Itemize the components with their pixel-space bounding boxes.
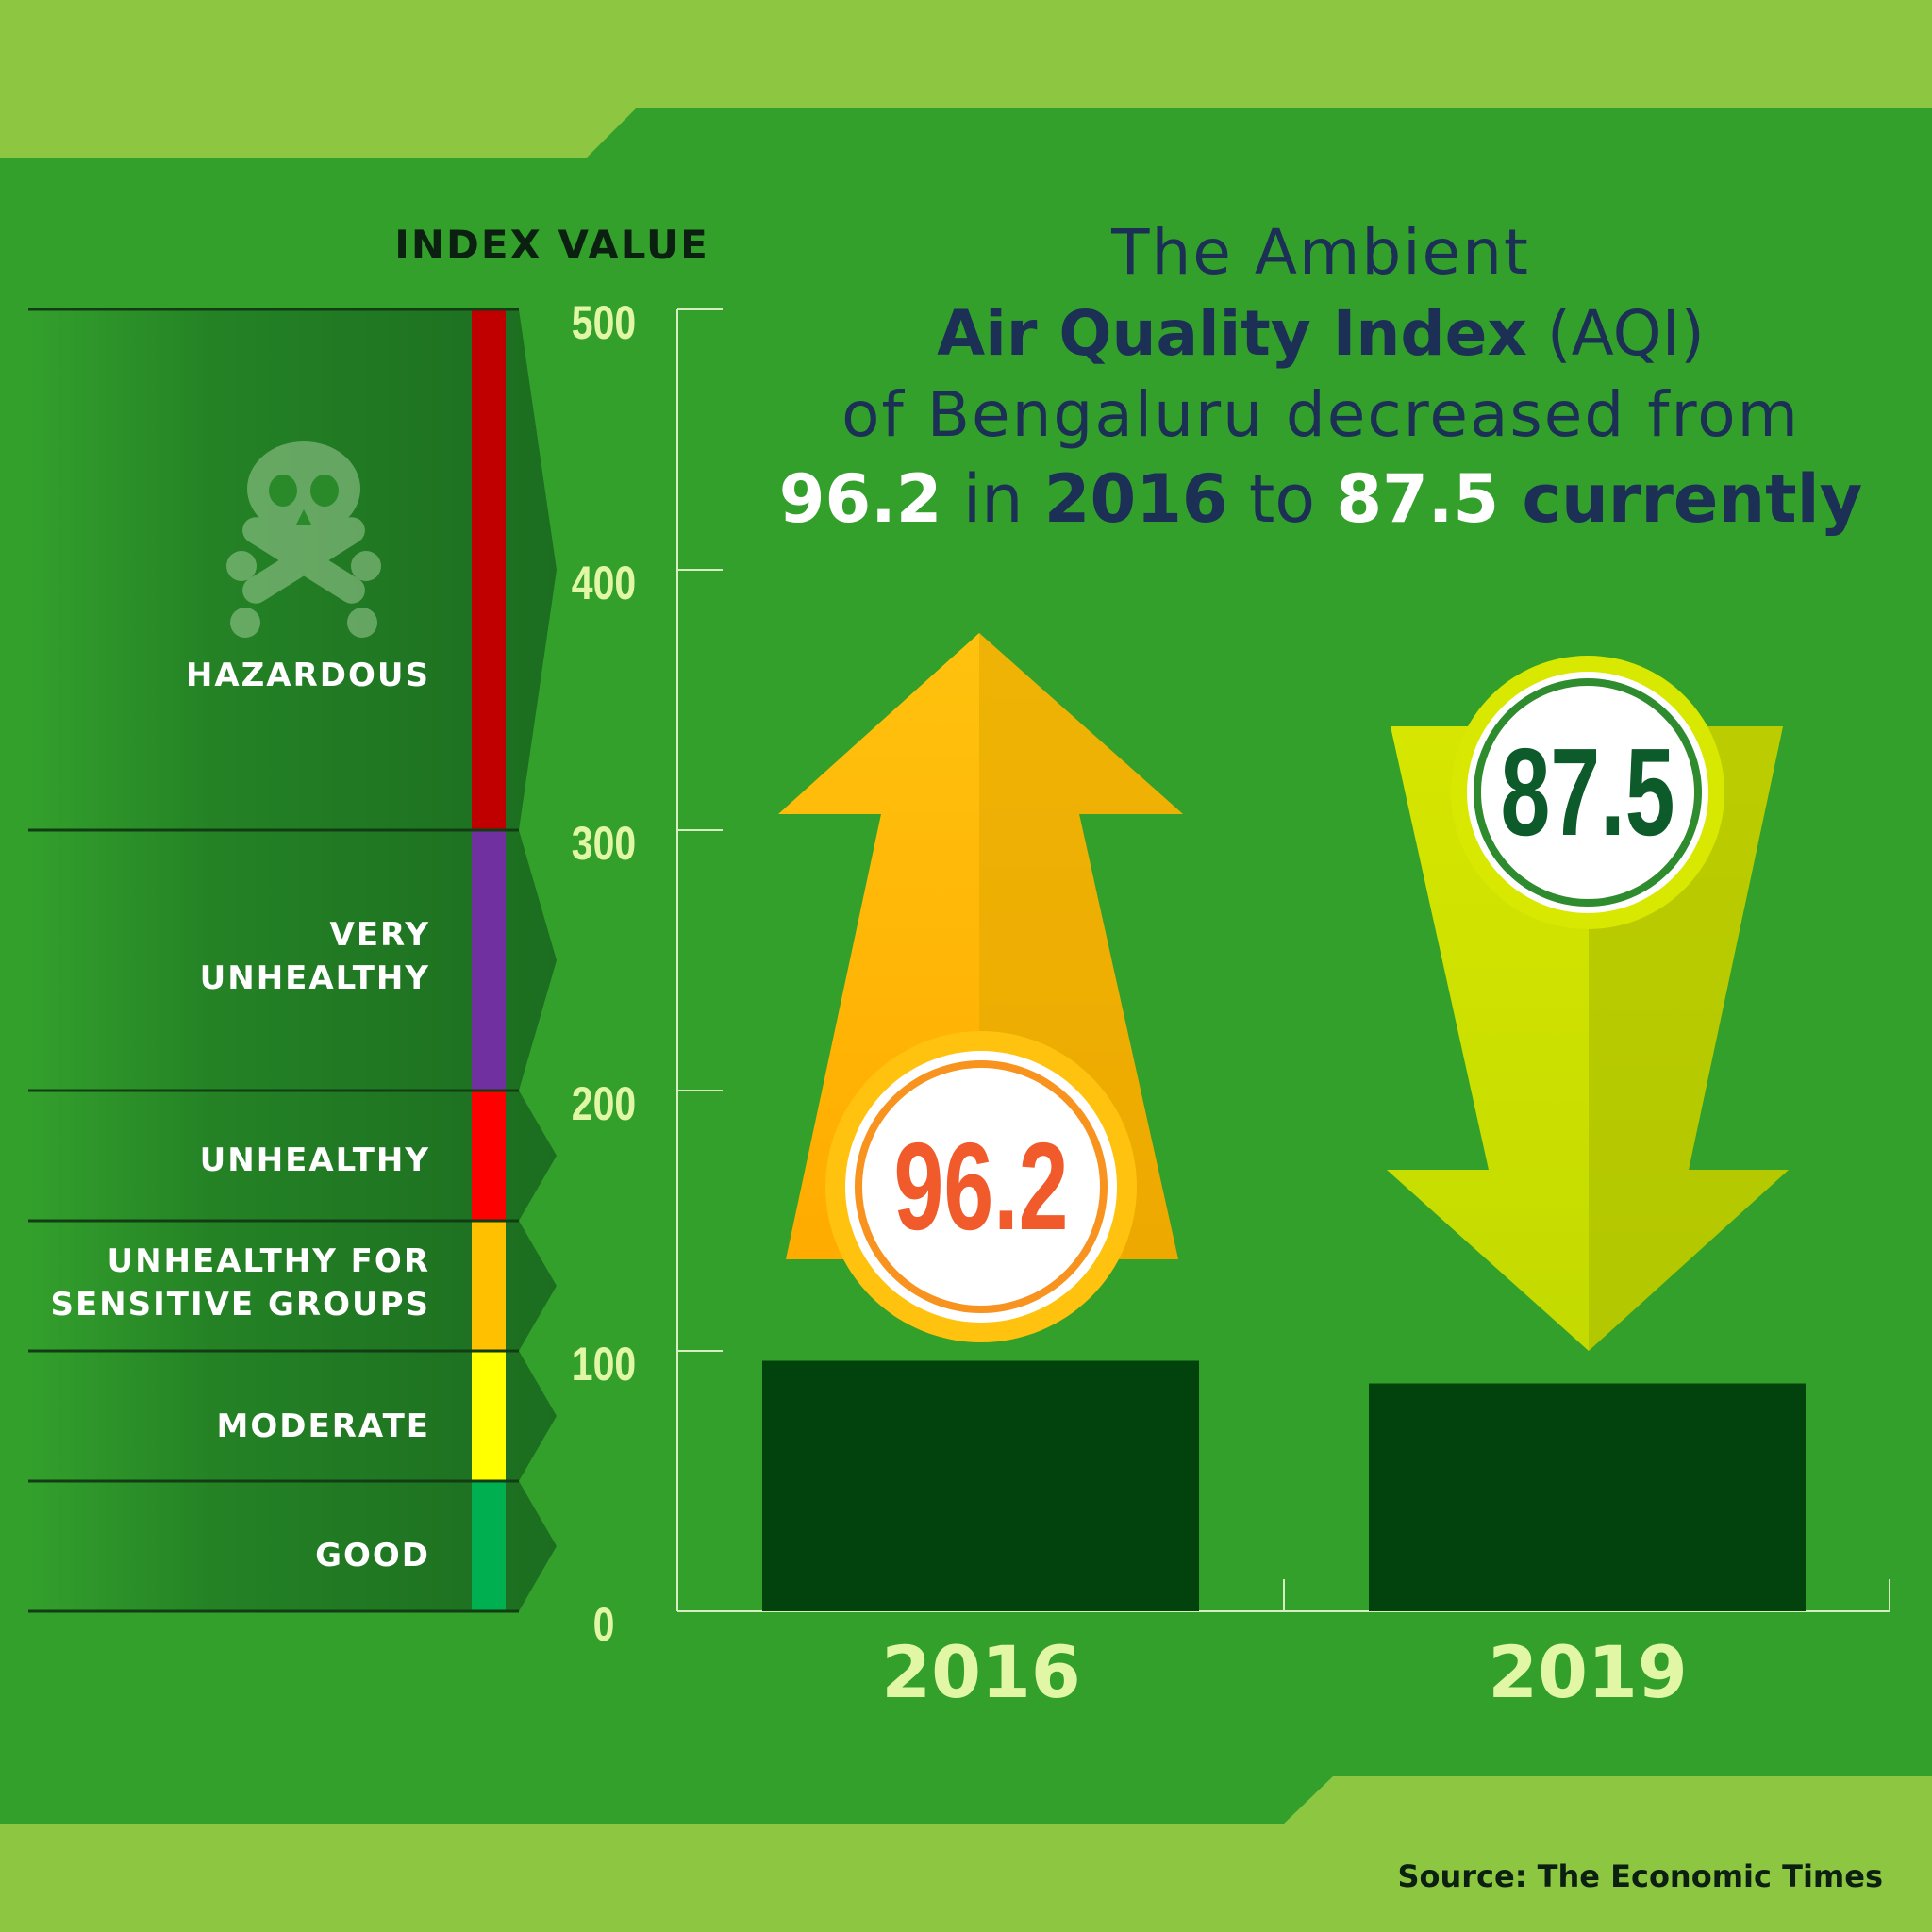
band-label-good: GOOD	[315, 1537, 430, 1574]
bar-2019	[1369, 1383, 1806, 1611]
band-3	[28, 1219, 557, 1351]
y-tick-label-100: 100	[571, 1338, 637, 1391]
title-value-current: 87.5	[1336, 460, 1500, 538]
title-aqi-bold: Air Quality Index	[937, 297, 1527, 370]
title-value-2016: 96.2	[778, 460, 942, 538]
title-aqi-abbr: (AQI)	[1526, 297, 1705, 370]
band-label-hazardous: HAZARDOUS	[185, 657, 430, 694]
band-0	[28, 308, 557, 830]
band-4	[28, 1349, 557, 1481]
band-color-swatch	[472, 1091, 506, 1221]
band-2	[28, 1089, 557, 1221]
source-credit: Source: The Economic Times	[1397, 1858, 1883, 1894]
bar-series	[762, 1360, 1806, 1611]
band-color-swatch	[472, 1481, 506, 1611]
band-5	[28, 1479, 557, 1613]
band-color-swatch	[472, 309, 506, 830]
band-label-very-unhealthy: VERY UNHEALTHY	[199, 916, 430, 997]
title-currently: currently	[1499, 460, 1863, 538]
data-label-2019: 87.5	[1500, 723, 1675, 861]
y-tick-label-300: 300	[571, 817, 637, 870]
skull-crossbones-icon	[226, 441, 381, 638]
value-circle-2016	[825, 1031, 1137, 1342]
band-label-moderate: MODERATE	[216, 1407, 430, 1445]
title-line-2: Air Quality Index (AQI)	[755, 293, 1887, 375]
y-tick-label-200: 200	[571, 1077, 637, 1130]
title-year: 2016	[1043, 460, 1228, 538]
index-value-heading: INDEX VALUE	[394, 222, 709, 268]
title-line-3: of Bengaluru decreased from	[841, 378, 1800, 451]
title-to: to	[1227, 460, 1337, 538]
x-tick-label-2019: 2019	[1488, 1630, 1688, 1714]
y-tick-label-400: 400	[571, 557, 637, 609]
y-tick-label-500: 500	[571, 296, 637, 349]
band-1	[28, 828, 557, 1091]
band-color-swatch	[472, 1351, 506, 1481]
x-tick-label-2016: 2016	[881, 1630, 1081, 1714]
band-label-unhealthy-sensitive: UNHEALTHY FOR SENSITIVE GROUPS	[50, 1242, 430, 1324]
title-in: in	[941, 460, 1044, 538]
bar-2016	[762, 1360, 1199, 1611]
aqi-category-scale	[28, 308, 557, 1613]
title-line-1: The Ambient	[1111, 216, 1530, 289]
title-line-4: 96.2 in 2016 to 87.5 currently	[755, 456, 1887, 542]
band-color-swatch	[472, 1221, 506, 1351]
page-title: The Ambient Air Quality Index (AQI) of B…	[755, 212, 1887, 542]
value-circle-2019	[1451, 656, 1724, 929]
data-label-2016: 96.2	[893, 1117, 1069, 1256]
y-tick-label-0: 0	[592, 1598, 615, 1651]
band-label-unhealthy: UNHEALTHY	[199, 1141, 430, 1179]
band-color-swatch	[472, 830, 506, 1091]
